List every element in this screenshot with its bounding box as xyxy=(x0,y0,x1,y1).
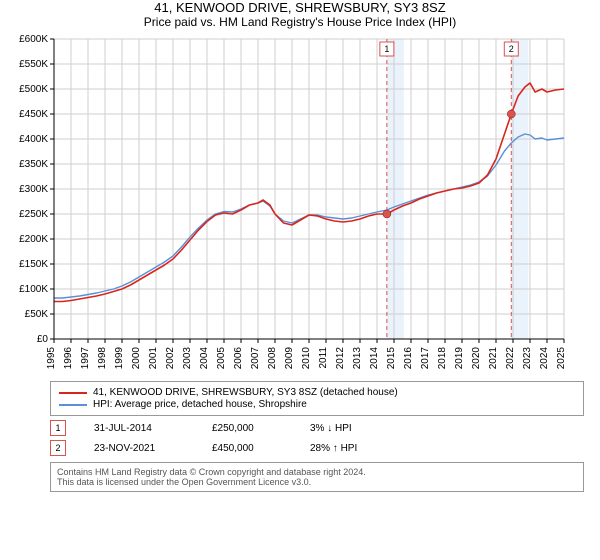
svg-text:1: 1 xyxy=(384,44,389,54)
svg-text:1996: 1996 xyxy=(63,347,74,370)
footer-line-1: Contains HM Land Registry data © Crown c… xyxy=(57,467,577,477)
legend-item: 41, KENWOOD DRIVE, SHREWSBURY, SY3 8SZ (… xyxy=(59,387,575,398)
svg-text:2006: 2006 xyxy=(233,347,244,370)
sale-marker: 2 xyxy=(50,440,66,456)
svg-text:2: 2 xyxy=(509,44,514,54)
svg-text:£150K: £150K xyxy=(19,259,48,270)
svg-text:£550K: £550K xyxy=(19,59,48,70)
svg-text:2016: 2016 xyxy=(403,347,414,370)
svg-text:1997: 1997 xyxy=(80,347,91,370)
svg-text:2021: 2021 xyxy=(488,347,499,370)
sale-row: 2 23-NOV-2021 £450,000 28% ↑ HPI xyxy=(50,440,584,456)
svg-text:1999: 1999 xyxy=(114,347,125,370)
svg-text:2009: 2009 xyxy=(284,347,295,370)
sale-pct-vs-hpi: 28% ↑ HPI xyxy=(310,443,390,454)
svg-text:£600K: £600K xyxy=(19,35,48,45)
sale-date: 23-NOV-2021 xyxy=(94,443,184,454)
svg-text:2005: 2005 xyxy=(216,347,227,370)
sale-row: 1 31-JUL-2014 £250,000 3% ↓ HPI xyxy=(50,420,584,436)
svg-text:£400K: £400K xyxy=(19,134,48,145)
legend-label: 41, KENWOOD DRIVE, SHREWSBURY, SY3 8SZ (… xyxy=(93,387,398,398)
svg-text:2017: 2017 xyxy=(420,347,431,370)
price-chart-svg: £0 £50K £100K £150K £200K £250K £300K £350K £400… xyxy=(10,35,570,375)
svg-text:2010: 2010 xyxy=(301,347,312,370)
svg-text:2011: 2011 xyxy=(318,347,329,369)
svg-text:£450K: £450K xyxy=(19,109,48,120)
svg-text:2008: 2008 xyxy=(267,347,278,370)
svg-text:2014: 2014 xyxy=(369,347,380,370)
footer-line-2: This data is licensed under the Open Gov… xyxy=(57,477,577,487)
svg-text:£100K: £100K xyxy=(19,284,48,295)
svg-text:2013: 2013 xyxy=(352,347,363,370)
legend-swatch xyxy=(59,404,87,406)
footer-attribution: Contains HM Land Registry data © Crown c… xyxy=(50,462,584,492)
chart-area: £0 £50K £100K £150K £200K £250K £300K £350K £400… xyxy=(10,35,590,375)
legend-item: HPI: Average price, detached house, Shro… xyxy=(59,399,575,410)
svg-text:2023: 2023 xyxy=(522,347,533,370)
svg-text:£200K: £200K xyxy=(19,234,48,245)
svg-text:2025: 2025 xyxy=(556,347,567,370)
svg-text:2002: 2002 xyxy=(165,347,176,370)
sale-price: £450,000 xyxy=(212,443,282,454)
chart-title: 41, KENWOOD DRIVE, SHREWSBURY, SY3 8SZ xyxy=(0,0,600,15)
svg-text:2020: 2020 xyxy=(471,347,482,370)
svg-text:2001: 2001 xyxy=(148,347,159,370)
svg-text:2004: 2004 xyxy=(199,347,210,370)
svg-text:2015: 2015 xyxy=(386,347,397,370)
legend: 41, KENWOOD DRIVE, SHREWSBURY, SY3 8SZ (… xyxy=(50,381,584,416)
sale-pct-vs-hpi: 3% ↓ HPI xyxy=(310,423,390,434)
svg-text:2003: 2003 xyxy=(182,347,193,370)
svg-text:£500K: £500K xyxy=(19,84,48,95)
svg-text:2022: 2022 xyxy=(505,347,516,370)
sale-date: 31-JUL-2014 xyxy=(94,423,184,434)
chart-subtitle: Price paid vs. HM Land Registry's House … xyxy=(0,15,600,29)
svg-text:£300K: £300K xyxy=(19,184,48,195)
svg-text:1995: 1995 xyxy=(46,347,57,370)
svg-text:2007: 2007 xyxy=(250,347,261,370)
svg-text:£250K: £250K xyxy=(19,209,48,220)
sale-rows: 1 31-JUL-2014 £250,000 3% ↓ HPI 2 23-NOV-2021… xyxy=(50,420,584,456)
svg-text:2019: 2019 xyxy=(454,347,465,370)
svg-text:2012: 2012 xyxy=(335,347,346,370)
legend-swatch xyxy=(59,392,87,394)
svg-text:1998: 1998 xyxy=(97,347,108,370)
svg-text:£0: £0 xyxy=(37,334,49,345)
svg-text:£350K: £350K xyxy=(19,159,48,170)
svg-text:2018: 2018 xyxy=(437,347,448,370)
svg-text:£50K: £50K xyxy=(25,309,49,320)
svg-text:2000: 2000 xyxy=(131,347,142,370)
svg-text:2024: 2024 xyxy=(539,347,550,370)
sale-price: £250,000 xyxy=(212,423,282,434)
legend-label: HPI: Average price, detached house, Shro… xyxy=(93,399,307,410)
sale-marker: 1 xyxy=(50,420,66,436)
